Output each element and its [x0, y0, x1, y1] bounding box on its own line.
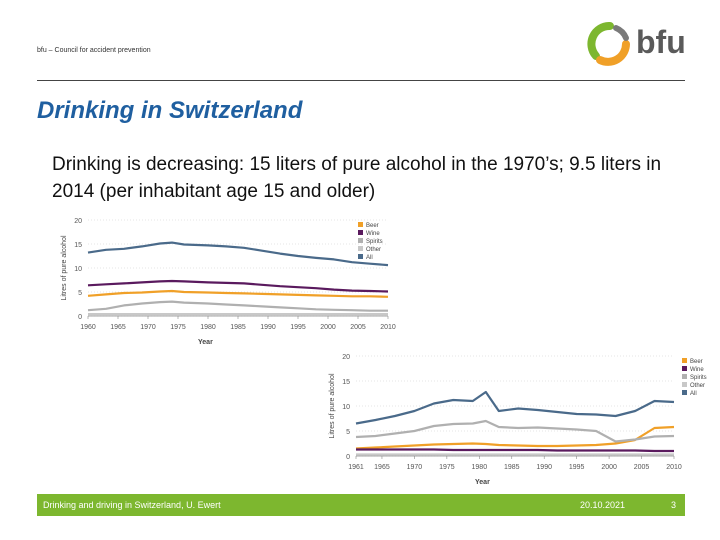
legend-label-all: All [690, 391, 697, 397]
series-line-wine [356, 448, 674, 453]
y-axis-title: Litres of pure alcohol [61, 235, 68, 300]
legend-swatch-wine [682, 366, 687, 371]
x-tick-label: 2005 [350, 324, 366, 331]
x-tick-label: 1970 [140, 324, 156, 331]
legend-swatch-all [682, 390, 687, 395]
x-tick-label: 1961 [348, 464, 364, 471]
page-subtitle: Drinking is decreasing: 15 liters of pur… [52, 154, 662, 202]
x-tick-label: 1975 [170, 324, 186, 331]
org-caption: bfu – Council for accident prevention [37, 47, 151, 54]
legend-label-spirits: Spirits [690, 375, 707, 381]
legend-swatch-beer [358, 222, 363, 227]
y-axis-title: Litres of pure alcohol [329, 373, 336, 438]
x-tick-label: 1990 [536, 464, 552, 471]
legend-label-beer: Beer [366, 223, 379, 229]
y-tick-label: 20 [74, 218, 82, 225]
footer-date: 20.10.2021 [580, 500, 626, 510]
bfu-logo: bfu [586, 22, 686, 66]
x-tick-label: 2010 [666, 464, 682, 471]
x-tick-label: 2000 [320, 324, 336, 331]
x-tick-label: 1965 [110, 324, 126, 331]
legend-label-wine: Wine [366, 231, 380, 237]
x-tick-label: 1960 [80, 324, 96, 331]
x-tick-label: 1970 [407, 464, 423, 471]
x-tick-label: 1995 [569, 464, 585, 471]
chart-upper: 0 5 10 15 20 1960 1965 1970 1975 1980 1985 1990 1995… [61, 218, 396, 346]
y-tick-label: 15 [342, 379, 350, 386]
y-tick-label: 5 [346, 429, 350, 436]
x-tick-label: 1975 [439, 464, 455, 471]
series-line-beer [355, 425, 675, 450]
y-tick-label: 0 [78, 314, 82, 321]
page-number: 3 [671, 500, 677, 510]
legend-label-wine: Wine [690, 367, 704, 373]
legend-swatch-spirits [358, 238, 363, 243]
legend-swatch-other [358, 246, 363, 251]
header-divider [37, 80, 685, 81]
x-tick-label: 1965 [374, 464, 390, 471]
legend-swatch-beer [682, 358, 687, 363]
x-axis-title: Year [198, 339, 213, 346]
x-tick-label: 1985 [504, 464, 520, 471]
x-tick-label: 1985 [230, 324, 246, 331]
series-line-all [87, 241, 389, 267]
page-title: Drinking in Switzerland [37, 97, 303, 124]
legend-swatch-other [682, 382, 687, 387]
legend-label-all: All [366, 255, 373, 261]
x-tick-label: 1980 [200, 324, 216, 331]
legend-label-beer: Beer [690, 359, 703, 365]
footer-bar: Drinking and driving in Switzerland, U. … [37, 494, 685, 516]
x-tick-label: 1990 [260, 324, 276, 331]
chart-lower: 0 5 10 15 20 1961 1965 1970 1975 1980 1985 1990 1995… [329, 354, 707, 486]
y-tick-label: 15 [74, 242, 82, 249]
y-tick-label: 10 [342, 404, 350, 411]
y-tick-label: 10 [74, 266, 82, 273]
x-tick-label: 2000 [601, 464, 617, 471]
y-tick-label: 5 [78, 290, 82, 297]
legend-label-spirits: Spirits [366, 239, 383, 245]
x-tick-label: 2010 [380, 324, 396, 331]
legend-swatch-wine [358, 230, 363, 235]
x-tick-label: 2005 [634, 464, 650, 471]
footer-caption: Drinking and driving in Switzerland, U. … [43, 500, 221, 510]
series-line-spirits [87, 300, 388, 312]
y-tick-label: 0 [346, 454, 350, 461]
legend-label-other: Other [366, 247, 381, 253]
series-line-wine [87, 279, 389, 293]
legend-swatch-spirits [682, 374, 687, 379]
x-tick-label: 1980 [472, 464, 488, 471]
x-tick-label: 1995 [290, 324, 306, 331]
series-line-beer [87, 289, 389, 298]
series-line-all [355, 390, 675, 425]
y-tick-label: 20 [342, 354, 350, 361]
logo-mark-icon [587, 22, 630, 66]
logo-text: bfu [636, 24, 686, 60]
series-line-spirits [355, 419, 675, 443]
legend-swatch-all [358, 254, 363, 259]
x-axis-title: Year [475, 479, 490, 486]
legend-label-other: Other [690, 383, 705, 389]
